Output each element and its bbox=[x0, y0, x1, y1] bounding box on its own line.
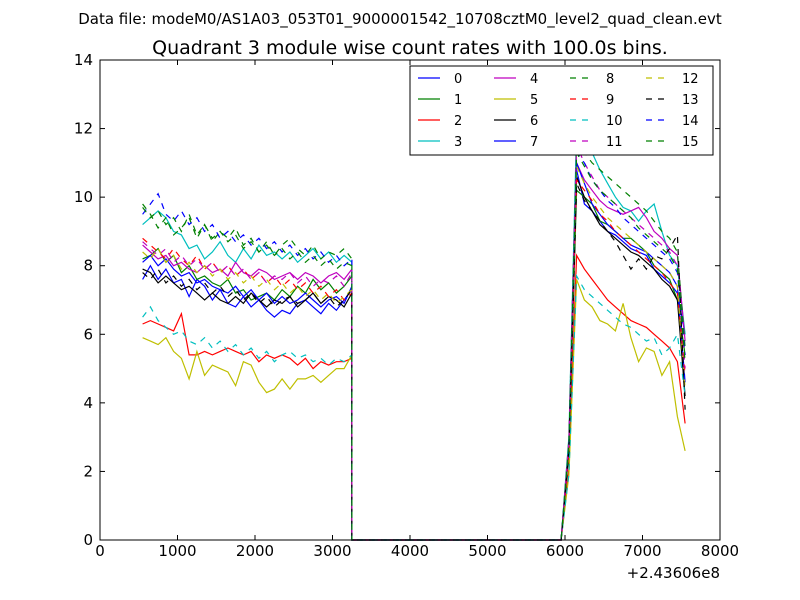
series-line-9 bbox=[142, 178, 686, 541]
x-tick-label: 2000 bbox=[236, 542, 274, 560]
series-line-12 bbox=[142, 166, 686, 541]
series-line-3 bbox=[142, 126, 686, 541]
x-tick-label: 3000 bbox=[313, 542, 351, 560]
y-tick-label: 2 bbox=[83, 462, 93, 480]
series-line-4 bbox=[142, 162, 686, 541]
legend-label-6: 6 bbox=[530, 114, 538, 129]
series-line-13 bbox=[142, 183, 686, 541]
x-tick-label: 1000 bbox=[158, 542, 196, 560]
x-tick-label: 8000 bbox=[701, 542, 739, 560]
legend-label-10: 10 bbox=[606, 114, 623, 129]
legend-label-4: 4 bbox=[530, 72, 538, 87]
plot-frame bbox=[99, 59, 721, 541]
series-line-1 bbox=[142, 189, 686, 541]
x-tick-label: 5000 bbox=[468, 542, 506, 560]
series-line-10 bbox=[142, 273, 686, 541]
y-tick-label: 8 bbox=[83, 257, 93, 275]
series-line-8 bbox=[142, 136, 686, 541]
y-tick-label: 12 bbox=[74, 120, 93, 138]
legend-label-9: 9 bbox=[606, 93, 614, 108]
legend-label-7: 7 bbox=[530, 135, 538, 150]
legend-label-12: 12 bbox=[682, 72, 699, 87]
series-line-15 bbox=[142, 150, 686, 541]
x-tick-label: 7000 bbox=[623, 542, 661, 560]
y-tick-label: 14 bbox=[74, 51, 93, 69]
axis-ticks: 0 1000 2000 3000 4000 5000 6000 7000 80000246810… bbox=[74, 51, 739, 560]
chart-title: Quadrant 3 module wise count rates with … bbox=[152, 37, 668, 59]
series-line-5 bbox=[142, 279, 686, 541]
x-offset-label: +2.43606e8 bbox=[627, 564, 720, 582]
legend-box bbox=[409, 65, 714, 156]
legend-label-11: 11 bbox=[606, 135, 623, 150]
legend-label-15: 15 bbox=[682, 135, 699, 150]
y-tick-label: 0 bbox=[83, 531, 93, 549]
series-line-0 bbox=[142, 169, 686, 541]
legend-label-1: 1 bbox=[454, 93, 462, 108]
series-line-14 bbox=[142, 150, 686, 541]
legend-label-14: 14 bbox=[682, 114, 699, 129]
x-tick-label: 4000 bbox=[391, 542, 429, 560]
legend-label-3: 3 bbox=[454, 135, 462, 150]
y-tick-label: 10 bbox=[74, 188, 93, 206]
legend-label-2: 2 bbox=[454, 114, 462, 129]
y-tick-label: 4 bbox=[83, 394, 93, 412]
suptitle: Data file: modeM0/AS1A03_053T01_90000015… bbox=[78, 10, 722, 29]
series-line-2 bbox=[142, 253, 686, 541]
legend-label-8: 8 bbox=[606, 72, 614, 87]
legend-label-0: 0 bbox=[454, 72, 462, 87]
x-tick-label: 0 bbox=[95, 542, 105, 560]
series-lines bbox=[142, 126, 686, 541]
legend-label-5: 5 bbox=[530, 93, 538, 108]
y-tick-label: 6 bbox=[83, 325, 93, 343]
x-tick-label: 6000 bbox=[546, 542, 584, 560]
series-line-11 bbox=[142, 145, 686, 541]
legend-label-13: 13 bbox=[682, 93, 699, 108]
